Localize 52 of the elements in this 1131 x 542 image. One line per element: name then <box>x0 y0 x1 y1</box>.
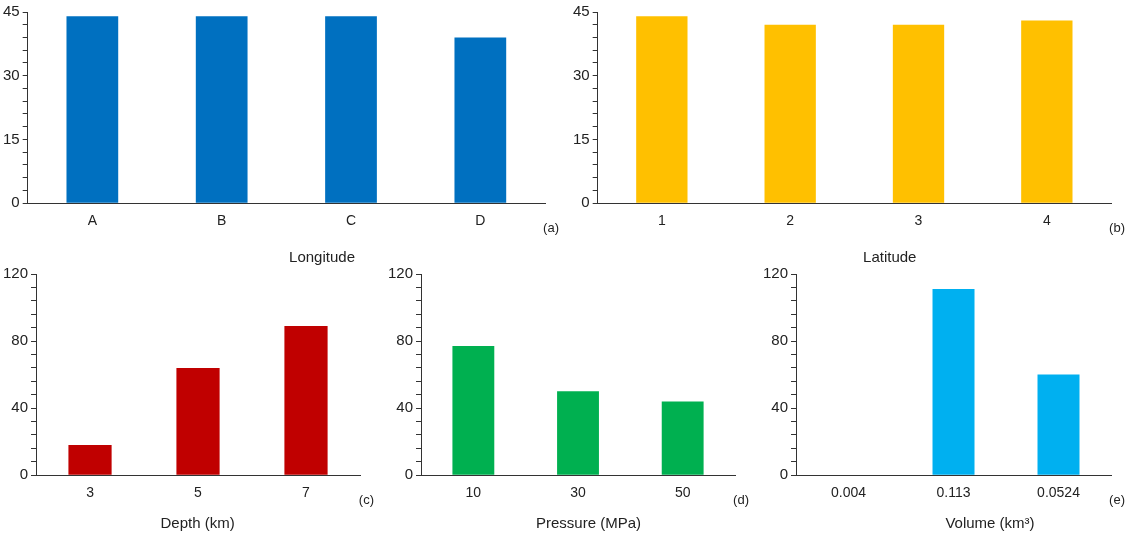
y-tick-label: 120 <box>3 264 29 282</box>
text: (c) <box>358 492 374 507</box>
y-tick-label: 0 <box>11 193 20 211</box>
y-tick-label: 30 <box>573 65 590 83</box>
y-tick-label: 45 <box>3 2 20 20</box>
x-tick-label: D <box>475 212 486 229</box>
x-tick-label: A <box>87 212 98 229</box>
x-tick-label: 1 <box>657 212 666 229</box>
x-tick-label: 0.0524 <box>1037 484 1081 501</box>
x-axis-title: Depth (km) <box>160 514 235 531</box>
bar <box>661 401 704 475</box>
y-tick-label: 0 <box>779 465 789 483</box>
text: (a) <box>543 220 559 235</box>
y-tick-label: 15 <box>573 129 590 147</box>
bar <box>284 325 328 475</box>
x-tick-label: 3 <box>914 212 923 229</box>
x-tick-label: 3 <box>86 484 95 501</box>
y-tick-label: 80 <box>11 331 29 349</box>
y-tick-label: 120 <box>763 264 789 282</box>
y-tick-label: 120 <box>388 264 414 282</box>
y-tick-label: 40 <box>396 398 414 416</box>
x-tick-label: B <box>217 212 227 229</box>
x-tick-label: 50 <box>674 484 691 501</box>
x-tick-label: 10 <box>465 484 482 501</box>
text: (b) <box>1109 220 1125 235</box>
y-tick-label: 0 <box>581 193 590 211</box>
text: (e) <box>1109 492 1125 507</box>
x-tick-label: 0.004 <box>831 484 867 501</box>
y-tick-label: 80 <box>396 331 414 349</box>
bar <box>452 346 495 475</box>
x-tick-label: 2 <box>786 212 795 229</box>
x-tick-label: 4 <box>1042 212 1051 229</box>
y-tick-label: 30 <box>3 65 20 83</box>
x-axis-title: Longitude <box>289 248 355 265</box>
y-tick-label: 0 <box>19 465 29 483</box>
bar <box>557 391 599 475</box>
y-tick-label: 80 <box>771 331 789 349</box>
x-axis-title: Pressure (MPa) <box>535 514 642 531</box>
x-axis-title: Volume (km³) <box>945 514 1035 531</box>
bar <box>68 445 112 475</box>
y-tick-label: 40 <box>771 398 789 416</box>
y-tick-label: 40 <box>11 398 29 416</box>
x-axis-title: Latitude <box>863 248 917 265</box>
bar <box>176 367 220 475</box>
x-tick-label: 0.113 <box>936 484 971 501</box>
y-tick-label: 0 <box>404 465 414 483</box>
y-tick-label: 45 <box>573 2 590 20</box>
x-tick-label: 5 <box>194 484 203 501</box>
x-tick-label: 7 <box>302 484 311 501</box>
text: (d) <box>733 492 749 507</box>
y-tick-label: 15 <box>3 129 20 147</box>
x-tick-label: C <box>345 212 357 229</box>
